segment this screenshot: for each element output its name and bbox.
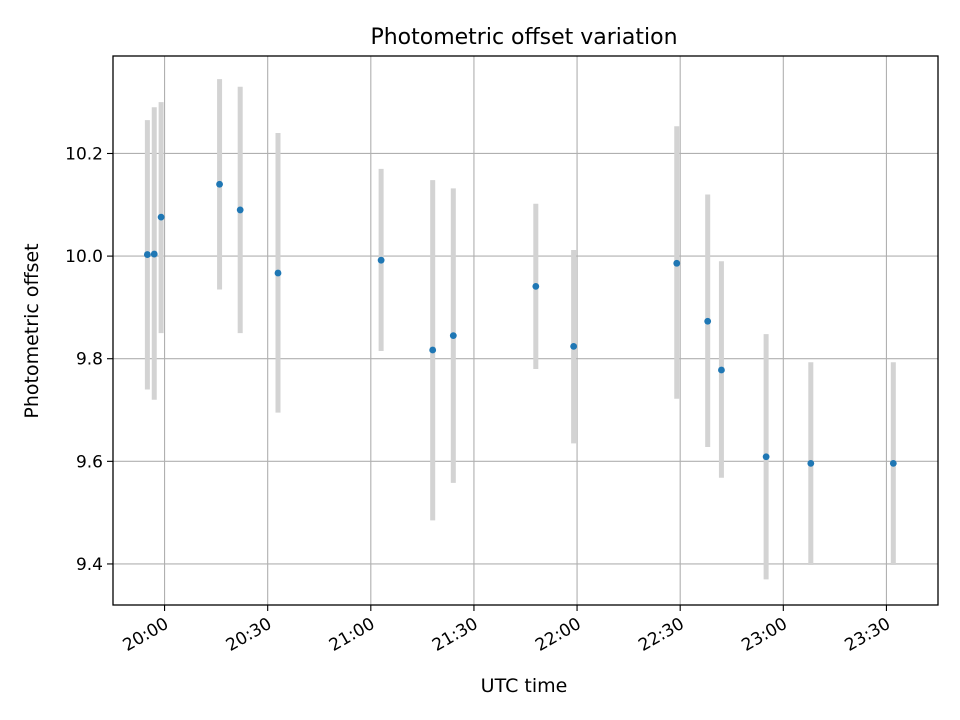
data-point [216,180,223,188]
data-point [807,459,815,467]
data-point [570,343,578,350]
data-point [673,259,681,267]
data-points [143,180,897,467]
data-point [377,256,385,264]
y-axis-ticks: 9.4 9.6 9.8 10.0 10.2 [65,144,113,575]
data-point [704,317,712,325]
y-axis-label: Photometric offset [21,243,43,418]
data-point [274,269,282,277]
grid [113,56,938,605]
data-point [762,453,770,461]
y-tick-label: 9.4 [76,555,103,575]
data-point [532,282,540,290]
data-point [449,332,457,340]
data-point [429,346,437,354]
plot-frame [112,55,939,606]
data-point [143,251,151,258]
data-point [889,459,897,467]
data-point [150,250,158,258]
y-tick-label: 9.8 [76,350,103,370]
y-tick-label: 10.0 [65,247,103,267]
data-point [718,366,725,374]
y-tick-label: 9.6 [76,452,103,472]
chart-title: Photometric offset variation [370,25,677,50]
data-point [236,206,244,214]
x-axis-label: UTC time [481,675,568,697]
data-point [157,213,165,221]
y-tick-label: 10.2 [65,144,103,164]
